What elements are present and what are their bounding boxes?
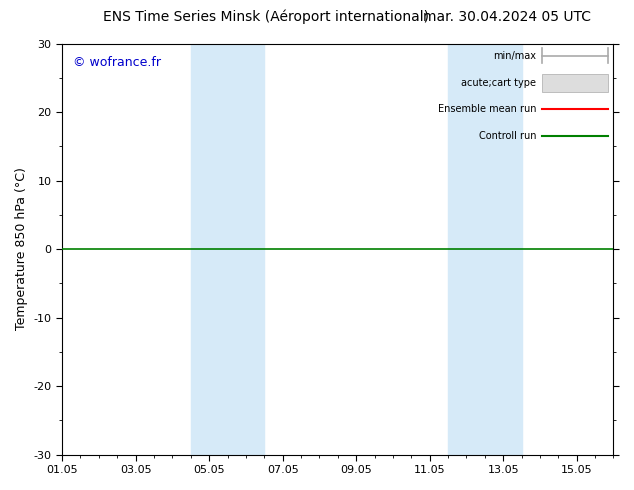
Bar [191,44,264,455]
Text: Controll run: Controll run [479,131,536,141]
Text: acute;cart type: acute;cart type [462,77,536,88]
Y-axis label: Temperature 850 hPa (°C): Temperature 850 hPa (°C) [15,168,28,330]
Bar [448,44,522,455]
Text: © wofrance.fr: © wofrance.fr [73,56,161,69]
Text: Ensemble mean run: Ensemble mean run [437,104,536,114]
Text: ENS Time Series Minsk (Aéroport international): ENS Time Series Minsk (Aéroport internat… [103,10,429,24]
Bar [542,74,608,92]
Text: min/max: min/max [493,51,536,61]
Text: mar. 30.04.2024 05 UTC: mar. 30.04.2024 05 UTC [424,10,591,24]
